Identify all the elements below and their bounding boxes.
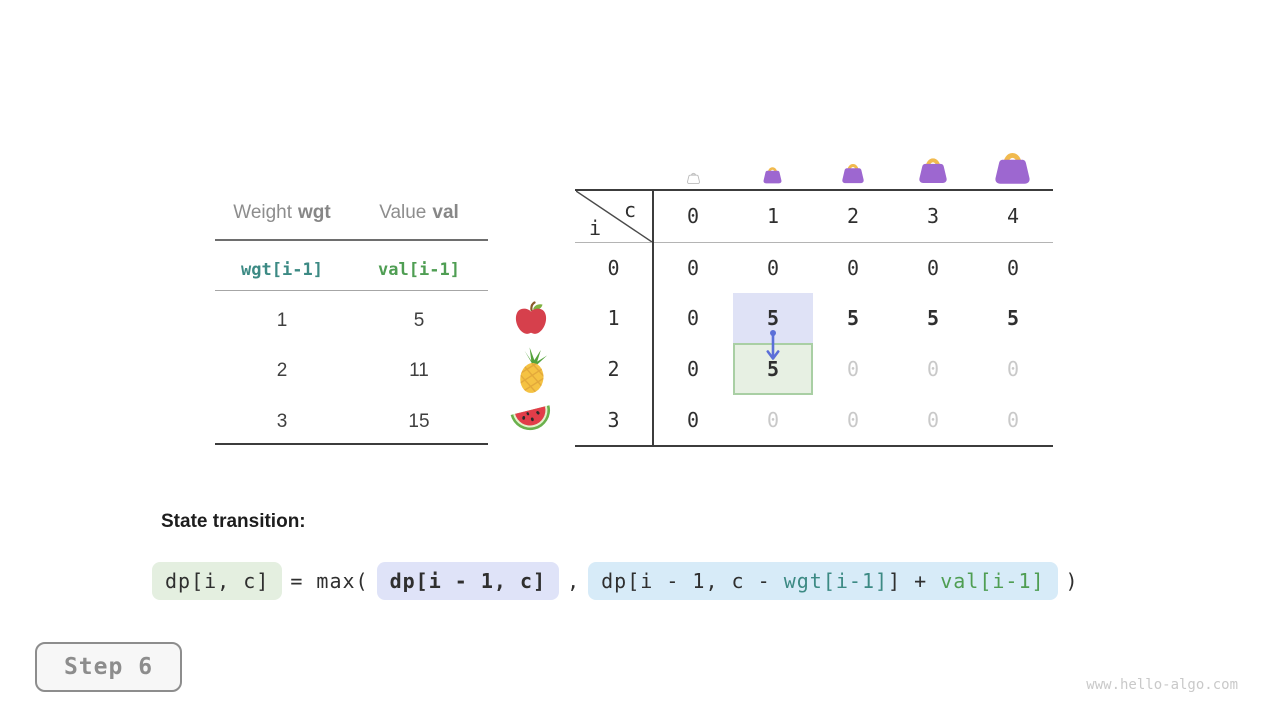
dp-cell-r1-c0: 0 [686,306,700,330]
pineapple-icon [512,347,552,400]
dp-cell-r2-c2: 0 [846,357,860,381]
dp-table-vertical-rule [652,189,654,447]
dp-cell-r3-c4: 0 [1006,408,1020,432]
dp-cell-r0-c1: 0 [766,255,780,280]
dp-cell-r2-c4: 0 [1006,357,1020,381]
formula-lhs-box: dp[i, c] [152,562,283,600]
formula-arg2-prefix: dp[i - 1, c - [601,569,784,593]
dp-cell-r3-c0: 0 [686,408,700,432]
items-table-bottom-rule [215,443,488,445]
dp-col-header-4: 4 [1006,204,1020,228]
formula-arg2-val-term: val[i-1] [940,569,1045,593]
dp-corner-row-var: i [589,216,602,240]
dp-row-header-2: 2 [607,357,620,381]
dp-table-header-rule [575,242,1053,243]
dp-cell-r0-c4: 0 [1006,255,1020,280]
apple-icon [513,301,549,340]
formula-arg2-wgt-term: wgt[i-1] [783,569,889,593]
formula-arg1-box: dp[i - 1, c] [376,562,560,600]
dp-col-header-1: 1 [766,204,780,228]
dp-cell-r1-c3: 5 [926,306,940,330]
formula-arg2-mid: ] + [888,569,941,593]
dp-table-top-border [575,189,1053,191]
weight-column-header: Weight wgt [202,198,362,228]
item-1-weight: 1 [276,310,288,331]
empty-bag-icon [686,170,701,189]
watermelon-icon [508,402,554,443]
dp-cell-r0-c2: 0 [846,255,860,280]
dp-cell-r3-c1: 0 [766,408,780,432]
dp-cell-r2-c0: 0 [686,357,700,381]
item-1-value: 5 [413,310,425,331]
dp-corner-col-var: c [624,198,637,222]
dp-row-header-0: 0 [607,255,620,280]
dp-cell-r1-c4: 5 [1006,306,1020,330]
item-3-value: 15 [408,411,430,432]
item-3-weight: 3 [276,411,288,432]
value-column-header: Value val [339,198,499,228]
dp-row-header-3: 3 [607,408,620,432]
value-index-expression: val[i-1] [378,260,460,280]
step-badge: Step 6 [35,642,182,692]
dp-cell-r0-c0: 0 [686,255,700,280]
watermark: www.hello-algo.com [1086,677,1238,693]
item-2-value: 11 [409,360,429,381]
dp-table-bottom-border [575,445,1053,447]
weight-code-label: wgt [298,202,331,223]
dp-row-header-1: 1 [607,306,620,330]
bag-small-icon [761,163,784,189]
item-2-weight: 2 [276,360,288,381]
dp-col-header-2: 2 [846,204,860,228]
value-code-label: val [432,202,459,223]
formula-close-paren: ) [1065,569,1079,593]
dp-cell-r2-c3: 0 [926,357,940,381]
bag-large-icon [915,152,951,189]
formula-comma: , [567,569,581,593]
bag-xlarge-icon [990,145,1035,190]
state-transition-formula: dp[i, c] = max( dp[i - 1, c] , dp[i - 1,… [152,562,1087,600]
items-table-mid-rule [215,290,488,291]
state-transition-label: State transition: [161,511,306,532]
dp-col-header-0: 0 [686,204,700,228]
items-table-header-rule [215,239,488,241]
dp-cell-r0-c3: 0 [926,255,940,280]
formula-max-operator: = max( [290,569,369,593]
dp-cell-r3-c2: 0 [846,408,860,432]
weight-label: Weight [233,202,293,223]
dp-corner-diagonal [575,190,653,247]
dp-cell-r3-c3: 0 [926,408,940,432]
formula-arg2-box: dp[i - 1, c - wgt[i-1]] + val[i-1] [588,562,1058,600]
weight-index-expression: wgt[i-1] [241,260,323,280]
dp-col-header-3: 3 [926,204,940,228]
down-arrow-icon [765,329,781,366]
value-label: Value [379,202,427,223]
dp-cell-r1-c2: 5 [846,306,860,330]
bag-medium-icon [839,159,867,189]
